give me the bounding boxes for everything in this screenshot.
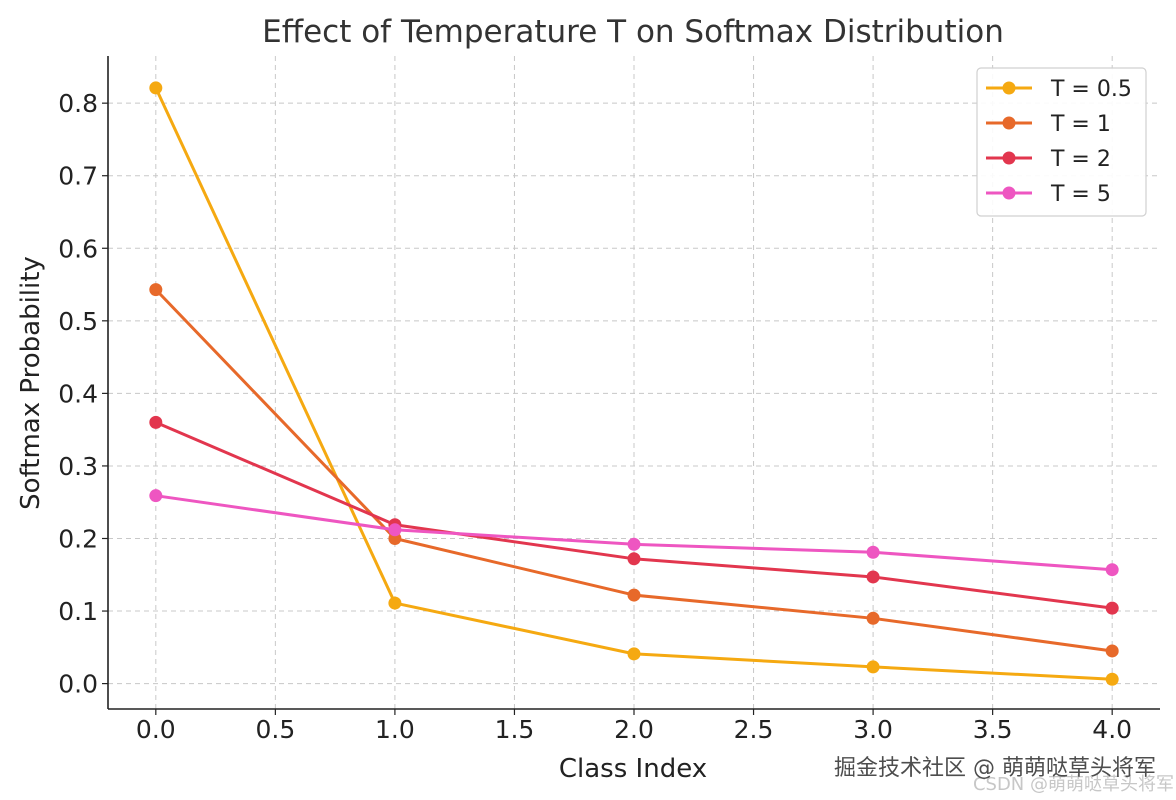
data-point — [1105, 601, 1119, 615]
data-point — [866, 611, 880, 625]
legend-item: T = 2 — [986, 147, 1111, 172]
data-point — [149, 489, 163, 503]
data-point — [866, 660, 880, 674]
x-tick-label: 3.0 — [853, 715, 893, 744]
x-tick-label: 1.5 — [495, 715, 535, 744]
legend-label: T = 0.5 — [1050, 77, 1132, 102]
data-point — [627, 647, 641, 661]
y-tick-label: 0.0 — [58, 670, 98, 699]
legend-item: T = 1 — [986, 112, 1111, 137]
data-point — [149, 81, 163, 95]
legend-marker — [1002, 151, 1016, 165]
y-tick-label: 0.5 — [58, 307, 98, 336]
legend-label: T = 5 — [1050, 182, 1111, 207]
data-point — [866, 570, 880, 584]
y-tick-label: 0.6 — [58, 234, 98, 263]
data-point — [1105, 672, 1119, 686]
data-point — [866, 545, 880, 559]
data-point — [1105, 644, 1119, 658]
x-axis-label: Class Index — [559, 754, 707, 784]
legend-item: T = 5 — [986, 182, 1111, 207]
data-point — [627, 552, 641, 566]
data-point — [627, 588, 641, 602]
axes — [102, 56, 1160, 715]
y-tick-label: 0.8 — [58, 89, 98, 118]
data-point — [149, 283, 163, 297]
legend-box — [976, 67, 1147, 217]
legend-marker — [1002, 186, 1016, 200]
legend-marker — [1002, 116, 1016, 130]
series-4 — [149, 489, 1119, 577]
y-tick-label: 0.7 — [58, 162, 98, 191]
watermark-juejin: 掘金技术社区 @ 萌萌哒草头将军 — [834, 756, 1156, 781]
data-series — [149, 81, 1119, 686]
legend-item: T = 0.5 — [986, 77, 1132, 102]
data-point — [388, 596, 402, 610]
legend-marker — [1002, 81, 1016, 95]
legend: T = 0.5 T = 1 T = 2 T = 5 — [976, 67, 1147, 217]
data-point — [388, 523, 402, 537]
legend-label: T = 2 — [1050, 147, 1111, 172]
x-tick-label: 0.0 — [136, 715, 176, 744]
y-tick-label: 0.3 — [58, 452, 98, 481]
y-tick-label: 0.4 — [58, 379, 98, 408]
tick-labels: 0.0 0.5 1.0 1.5 2.0 2.5 3.0 3.5 4.0 0.0 0.1 0.2 0.3 0… — [58, 89, 1132, 744]
data-point — [627, 537, 641, 551]
x-tick-label: 2.5 — [734, 715, 774, 744]
legend-label: T = 1 — [1050, 112, 1111, 137]
series-3 — [149, 415, 1119, 615]
x-tick-label: 1.0 — [375, 715, 415, 744]
grid — [108, 56, 1160, 709]
x-tick-label: 2.0 — [614, 715, 654, 744]
series-1 — [149, 81, 1119, 686]
chart-title: Effect of Temperature T on Softmax Distr… — [262, 14, 1004, 50]
y-axis-label: Softmax Probability — [16, 256, 46, 510]
watermark-csdn: CSDN @萌萌哒草头将军 — [972, 774, 1174, 795]
data-point — [1105, 563, 1119, 577]
data-point — [149, 415, 163, 429]
x-tick-label: 0.5 — [255, 715, 295, 744]
y-tick-label: 0.1 — [58, 597, 98, 626]
x-tick-label: 4.0 — [1092, 715, 1132, 744]
x-tick-label: 3.5 — [973, 715, 1013, 744]
y-tick-label: 0.2 — [58, 524, 98, 553]
